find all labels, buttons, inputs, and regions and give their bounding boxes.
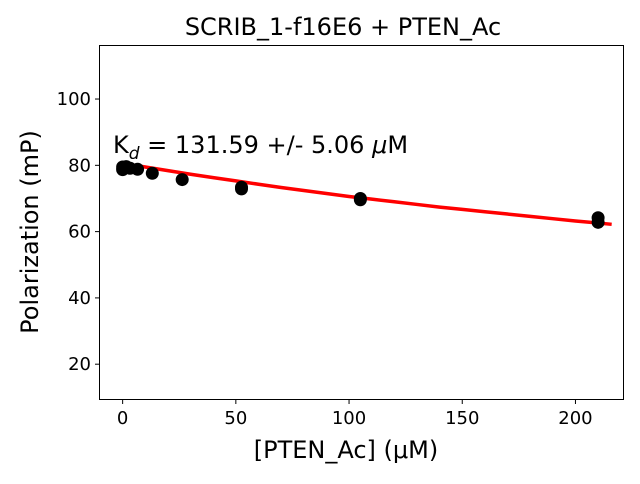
x-tick-label: 200 <box>558 408 592 429</box>
kd-subscript: d <box>129 144 140 164</box>
y-tick-label: 20 <box>68 354 91 375</box>
y-axis-label: Polarization (mP) <box>16 130 44 334</box>
y-tick-label: 40 <box>68 288 91 309</box>
x-axis-label: [PTEN_Ac] (μM) <box>254 436 439 464</box>
chart-title: SCRIB_1-f16E6 + PTEN_Ac <box>185 13 501 41</box>
kd-unit: M <box>387 131 408 159</box>
kd-prefix: K <box>113 131 130 159</box>
y-axis: 20 40 60 80 100 <box>57 89 100 375</box>
data-point <box>131 162 145 176</box>
x-tick-label: 0 <box>117 408 128 429</box>
plot-frame <box>99 45 624 400</box>
y-tick-label: 60 <box>68 222 91 243</box>
data-point <box>175 173 189 187</box>
data-point <box>235 180 248 194</box>
kd-mu: μ <box>371 131 387 159</box>
x-axis: 0 50 100 150 200 <box>117 399 593 429</box>
y-tick-label: 100 <box>57 89 91 110</box>
data-point <box>353 191 367 205</box>
data-point <box>591 211 605 225</box>
x-tick-label: 100 <box>332 408 366 429</box>
y-tick-label: 80 <box>68 155 91 176</box>
plot-area <box>116 160 612 229</box>
kd-annotation: Kd = 131.59 +/- 5.06 μM <box>113 131 408 164</box>
fit-curve <box>122 161 612 227</box>
kd-value: = 131.59 +/- 5.06 <box>140 131 373 159</box>
data-point <box>145 166 159 180</box>
x-tick-label: 150 <box>445 408 479 429</box>
x-tick-label: 50 <box>224 408 247 429</box>
